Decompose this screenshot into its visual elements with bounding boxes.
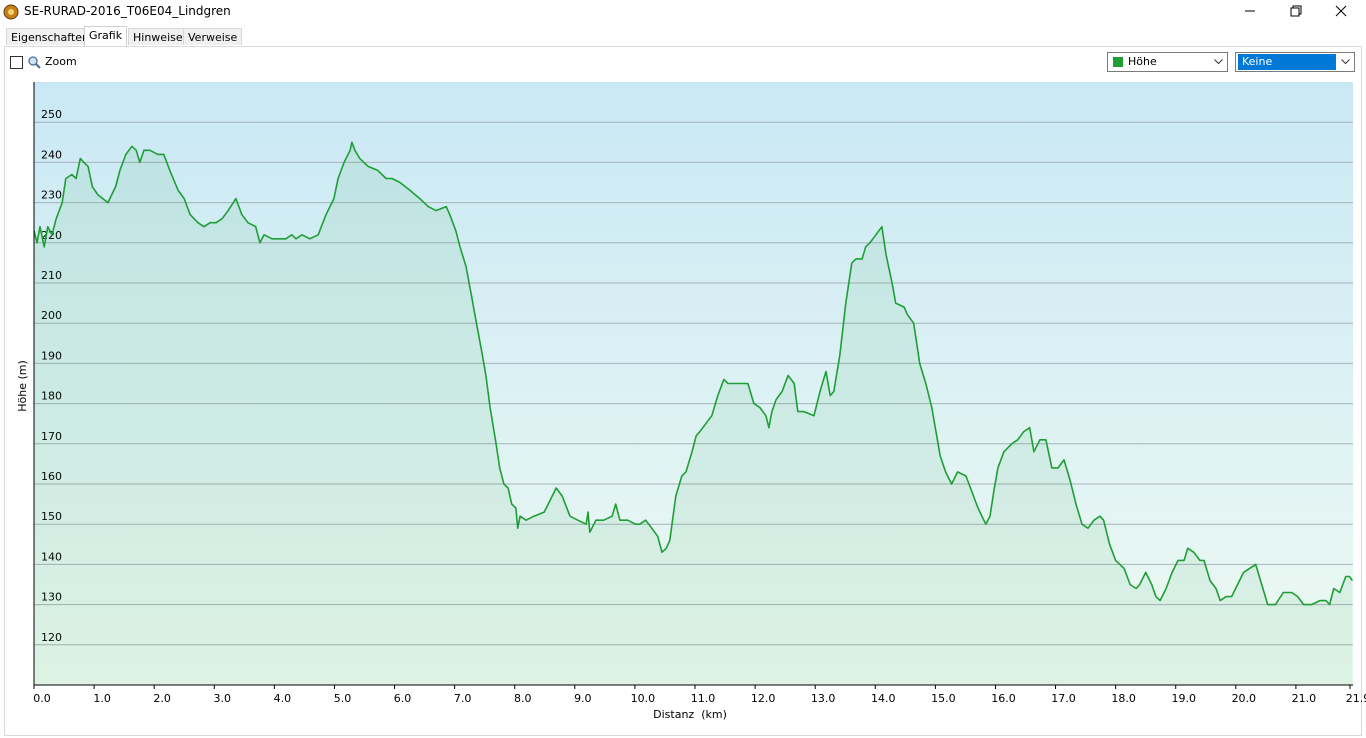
restore[interactable] (1290, 5, 1302, 17)
x-tick-label: 21.0 (1292, 692, 1317, 705)
y-tick-label: 250 (41, 108, 62, 121)
y-tick-label: 230 (41, 189, 62, 202)
x-tick-label: 7.0 (454, 692, 472, 705)
x-tick-label: 6.0 (394, 692, 412, 705)
compare-select[interactable]: Keine (1235, 52, 1355, 72)
y-tick-label: 240 (41, 148, 62, 161)
series-swatch (1113, 57, 1123, 67)
y-tick-label: 170 (41, 430, 62, 443)
x-tick-label: 1.0 (93, 692, 111, 705)
elevation-line (33, 141, 1354, 606)
tab[interactable]: Hinweise (128, 28, 188, 45)
y-tick-label: 140 (41, 550, 62, 563)
x-tick-label: 8.0 (514, 692, 532, 705)
y-axis-title: Höhe (m) (16, 360, 29, 412)
x-tick-label: 16.0 (991, 692, 1016, 705)
y-tick-label: 150 (41, 510, 62, 523)
y-tick-label: 180 (41, 390, 62, 403)
series-select-text: Höhe (1128, 55, 1157, 68)
x-tick-label: 12.0 (751, 692, 776, 705)
y-tick-label: 130 (41, 591, 62, 604)
app-icon (3, 4, 19, 20)
x-tick-label: 21.9 (1346, 692, 1366, 705)
x-tick-label: 4.0 (274, 692, 292, 705)
tab[interactable]: Verweise (183, 28, 243, 45)
x-tick-label: 19.0 (1171, 692, 1196, 705)
plot-background (34, 82, 1353, 685)
tab[interactable]: Grafik (84, 26, 128, 46)
x-tick-label: 20.0 (1232, 692, 1257, 705)
y-tick-label: 190 (41, 349, 62, 362)
x-tick-label: 3.0 (214, 692, 232, 705)
window-title: SE-RURAD-2016_T06E04_Lindgren (24, 4, 231, 18)
x-tick-label: 14.0 (871, 692, 896, 705)
window-controls[interactable] (1240, 2, 1360, 20)
x-tick-label: 13.0 (811, 692, 836, 705)
x-tick-label: 9.0 (574, 692, 592, 705)
x-tick-label: 0.0 (33, 692, 51, 705)
zoom-label[interactable]: Zoom (45, 55, 77, 68)
x-tick-label: 18.0 (1111, 692, 1136, 705)
dropdown-arrow (1341, 59, 1350, 65)
x-tick-label: 5.0 (334, 692, 352, 705)
tab[interactable]: Eigenschaften (6, 28, 94, 45)
zoom-toggle[interactable] (10, 55, 44, 71)
elevation-area (34, 142, 1353, 686)
y-tick-label: 160 (41, 470, 62, 483)
y-tick-label: 120 (41, 631, 62, 644)
x-tick-label: 17.0 (1051, 692, 1076, 705)
x-tick-label: 11.0 (691, 692, 716, 705)
y-tick-label: 210 (41, 269, 62, 282)
x-tick-label: 2.0 (153, 692, 171, 705)
y-tick-label: 200 (41, 309, 62, 322)
x-tick-label: 15.0 (931, 692, 956, 705)
x-tick-label: 10.0 (631, 692, 656, 705)
close[interactable] (1335, 5, 1347, 17)
dropdown-arrow (1214, 59, 1223, 65)
chart: Höhe (m) Distanz (km) 120 130 140 150 160 170… (16, 82, 1366, 721)
x-axis-title: Distanz (km) (653, 708, 727, 721)
compare-select-text: Keine (1238, 54, 1336, 70)
series-select[interactable]: Höhe (1107, 52, 1228, 72)
title-bar: SE-RURAD-2016_T06E04_Lindgren (0, 0, 1366, 24)
